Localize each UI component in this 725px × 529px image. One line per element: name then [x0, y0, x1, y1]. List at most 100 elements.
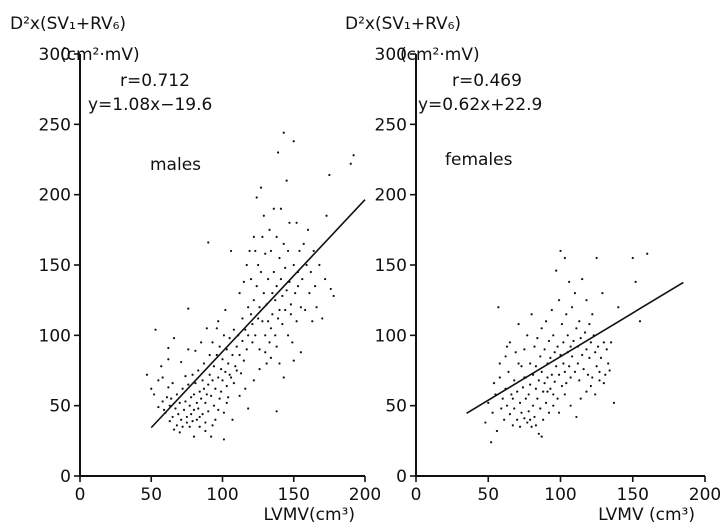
- data-point: [526, 421, 529, 424]
- data-point: [192, 408, 196, 411]
- data-point: [274, 334, 277, 337]
- data-point: [153, 393, 156, 396]
- data-point: [248, 249, 251, 253]
- data-point: [570, 355, 574, 358]
- data-point: [205, 393, 208, 396]
- data-point: [202, 387, 206, 390]
- axes-frame: [79, 54, 365, 477]
- data-point: [540, 370, 543, 374]
- data-point: [238, 394, 241, 397]
- data-point: [544, 401, 548, 404]
- data-point: [527, 410, 530, 413]
- data-point: [304, 308, 307, 312]
- y-tick-label: 0: [60, 467, 71, 487]
- scatter-panel-1: 0 50 100 150 200 250 300 0 50 100 150 200 D²x(SV₁+RV…: [10, 14, 381, 525]
- data-point: [279, 207, 283, 210]
- data-point: [276, 317, 280, 320]
- data-point: [566, 334, 569, 337]
- data-point: [225, 384, 228, 388]
- data-point: [534, 365, 538, 368]
- data-point: [550, 373, 553, 376]
- y-tick-label: 150: [375, 256, 407, 276]
- y-tick-label: 250: [39, 115, 71, 135]
- data-point: [306, 228, 310, 231]
- data-point: [595, 365, 598, 368]
- data-point: [530, 425, 533, 428]
- data-point: [294, 292, 297, 295]
- data-point: [533, 415, 536, 419]
- data-point: [157, 379, 160, 382]
- data-point: [288, 221, 291, 224]
- data-point: [332, 294, 335, 298]
- data-point: [267, 277, 270, 281]
- data-point: [182, 408, 186, 411]
- data-point: [219, 367, 223, 371]
- data-point: [185, 421, 188, 424]
- data-point: [244, 328, 247, 331]
- data-point: [573, 370, 577, 374]
- data-point: [591, 313, 594, 316]
- data-point: [563, 370, 566, 374]
- data-point: [517, 322, 520, 326]
- data-point: [543, 348, 546, 351]
- data-point: [511, 424, 514, 427]
- data-point: [646, 252, 649, 255]
- data-point: [546, 390, 549, 393]
- data-point: [192, 435, 196, 438]
- data-point: [329, 287, 332, 291]
- data-point: [262, 214, 265, 217]
- data-point: [578, 379, 581, 382]
- data-point: [555, 365, 558, 368]
- data-point: [197, 369, 200, 372]
- data-point: [582, 367, 585, 371]
- data-point: [531, 404, 535, 407]
- y-tick-label: 100: [39, 326, 71, 346]
- data-point: [557, 411, 561, 414]
- data-point: [289, 303, 292, 306]
- data-point: [520, 365, 523, 368]
- data-point: [258, 367, 261, 371]
- data-point: [602, 382, 605, 385]
- data-point: [581, 353, 584, 357]
- data-point: [501, 397, 504, 400]
- data-point: [530, 313, 533, 316]
- data-point: [286, 249, 290, 253]
- data-point: [520, 411, 523, 414]
- data-point: [269, 327, 273, 330]
- data-point: [198, 425, 201, 428]
- data-point: [257, 317, 260, 320]
- data-point: [299, 306, 302, 309]
- data-point: [215, 327, 218, 330]
- data-point: [229, 376, 233, 379]
- data-point: [271, 313, 274, 316]
- data-point: [562, 341, 565, 344]
- data-point: [291, 341, 294, 344]
- data-point: [500, 407, 503, 410]
- data-point: [540, 435, 543, 438]
- data-point: [568, 280, 571, 283]
- data-point: [589, 341, 592, 344]
- data-point: [172, 428, 176, 431]
- data-point: [210, 394, 213, 397]
- data-point: [274, 299, 277, 302]
- data-point: [575, 415, 578, 419]
- data-point: [598, 370, 601, 374]
- data-point: [181, 425, 184, 428]
- data-point: [222, 411, 226, 414]
- data-point: [553, 380, 556, 383]
- data-point: [187, 383, 190, 386]
- data-point: [305, 263, 308, 267]
- data-point: [224, 370, 227, 374]
- data-point: [278, 308, 281, 312]
- data-point: [539, 355, 542, 358]
- y-tick-label: 200: [375, 186, 407, 206]
- data-point: [207, 383, 210, 386]
- data-point: [219, 390, 223, 393]
- data-point: [563, 256, 566, 260]
- data-point: [235, 369, 238, 372]
- data-point: [549, 387, 552, 390]
- data-point: [498, 362, 501, 365]
- correlation-label: r=0.469: [452, 71, 522, 91]
- regression-equation-label: y=0.62x+22.9: [418, 95, 542, 115]
- data-point: [586, 373, 590, 376]
